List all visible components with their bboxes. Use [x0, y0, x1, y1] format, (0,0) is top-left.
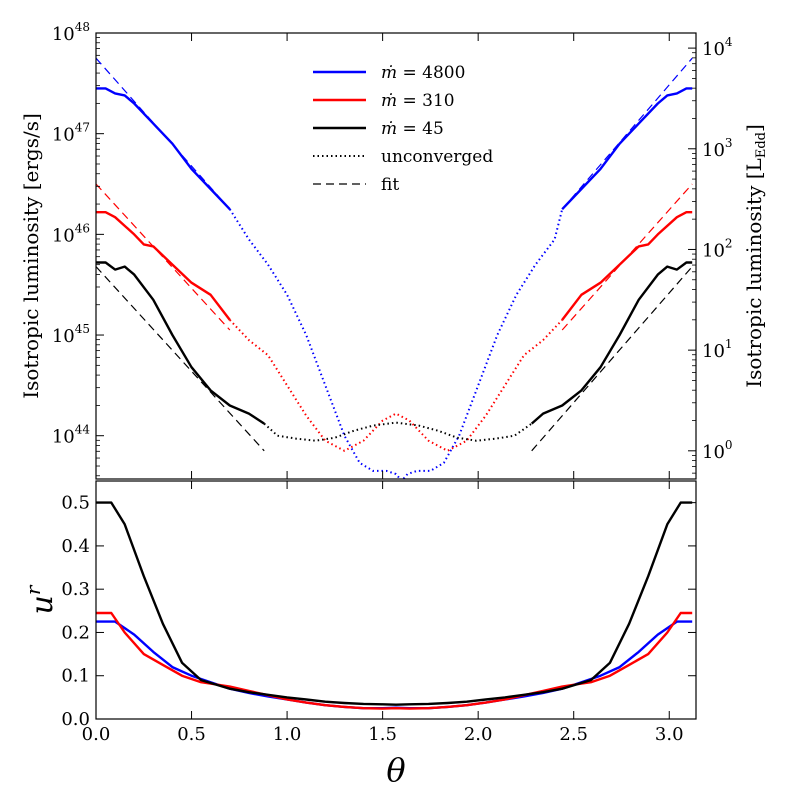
- bottom-y-tick-label-2: 0.2: [61, 622, 90, 643]
- top-right-tick-label-2-exp: 2: [725, 236, 733, 250]
- legend-label-var-0: ṁ: [381, 63, 397, 83]
- series-line-mdot_45-solid-2: [96, 501, 693, 706]
- bottom-x-tick-label-5: 2.5: [559, 724, 588, 745]
- top-left-tick-label-4-base: 10: [52, 24, 75, 45]
- top-left-tick-label-1: 1045: [52, 322, 90, 347]
- series-line-mdot_4800-dotted-2: [228, 208, 564, 479]
- top-right-tick-label-0-base: 10: [702, 442, 725, 463]
- bottom-y-tick-label-0: 0.0: [61, 709, 90, 730]
- top-right-ylabel: Isotropic luminosity [LEdd]: [742, 124, 769, 388]
- top-right-tick-label-0-exp: 0: [725, 438, 733, 452]
- series-line-mdot_45-solid-7: [530, 261, 693, 425]
- top-left-tick-label-2: 1046: [52, 221, 90, 246]
- top-right-tick-label-4-exp: 4: [725, 35, 733, 49]
- top-right-tick-label-4-base: 10: [702, 39, 725, 60]
- legend-label-var-2: ṁ: [381, 119, 397, 139]
- legend-label-text-0: = 4800: [397, 63, 465, 83]
- series-line-fit_310-dashed-11: [96, 183, 231, 331]
- top-left-tick-label-1-base: 10: [52, 326, 75, 347]
- top-right-tick-label-4: 104: [702, 35, 733, 60]
- legend-label-4: fit: [381, 175, 399, 195]
- legend-label-text-1: = 310: [397, 91, 455, 111]
- top-left-tick-label-3: 1047: [52, 121, 90, 146]
- bottom-y-tick-label-4: 0.4: [61, 536, 90, 557]
- bottom-panel-frame: [95, 480, 697, 720]
- top-left-tick-label-3-base: 10: [52, 125, 75, 146]
- series-line-mdot_310-solid-4: [561, 211, 693, 321]
- legend-label-3: unconverged: [381, 147, 493, 167]
- series-line-fit_310-dashed-12: [561, 183, 693, 331]
- top-right-ylabel-close: ]: [742, 124, 766, 132]
- bottom-y-tick-label-3: 0.3: [61, 579, 90, 600]
- legend-label-2: ṁ = 45: [381, 119, 444, 139]
- legend-label-text-4: fit: [381, 175, 399, 195]
- top-right-tick-label-3: 103: [702, 136, 733, 161]
- series-line-fit_4800-dashed-10: [561, 57, 693, 210]
- bottom-y-tick-label-1: 0.1: [61, 666, 90, 687]
- bottom-ylabel: ur: [21, 584, 60, 614]
- bottom-xlabel: θ: [386, 751, 405, 789]
- top-right-tick-label-3-exp: 3: [725, 136, 733, 150]
- bottom-x-tick-label-0: 0.0: [82, 724, 111, 745]
- bottom-x-tick-label-4: 2.0: [464, 724, 493, 745]
- legend-label-1: ṁ = 310: [381, 91, 455, 111]
- series-line-mdot_45-solid-6: [96, 261, 265, 425]
- top-right-ylabel-sub: Edd: [754, 132, 769, 158]
- top-right-ylabel-base: Isotropic luminosity [L: [742, 158, 766, 388]
- legend-label-text-3: unconverged: [381, 147, 493, 167]
- bottom-x-tick-label-3: 1.5: [368, 724, 397, 745]
- top-left-tick-label-2-base: 10: [52, 225, 75, 246]
- top-right-tick-label-2: 102: [702, 236, 733, 261]
- top-left-tick-label-1-exp: 45: [75, 322, 90, 336]
- top-right-tick-label-2-base: 10: [702, 240, 725, 261]
- legend-label-0: ṁ = 4800: [381, 63, 465, 83]
- top-left-tick-label-4: 1048: [52, 20, 90, 45]
- top-left-tick-label-0-exp: 44: [75, 423, 91, 437]
- top-left-tick-label-0-base: 10: [52, 427, 75, 448]
- bottom-x-tick-label-6: 3.0: [655, 724, 684, 745]
- legend-label-var-1: ṁ: [381, 91, 397, 111]
- top-left-ylabel: Isotropic luminosity [ergs/s]: [19, 113, 43, 399]
- series-line-mdot_310-solid-1: [96, 611, 693, 710]
- bottom-panel: 0.0 0.5 1.0 1.5 2.0 2.5 3.0 0.0 0.1 0.2 0.3 0.4 0.5: [61, 480, 697, 745]
- top-panel-frame: [95, 32, 697, 480]
- top-right-tick-label-0: 100: [702, 438, 733, 463]
- top-left-tick-label-0: 1044: [52, 423, 91, 448]
- series-line-mdot_4800-solid-1: [561, 87, 693, 211]
- top-right-tick-label-1-base: 10: [702, 341, 725, 362]
- series-line-mdot_45-dotted-8: [263, 421, 533, 442]
- top-right-tick-label-3-base: 10: [702, 140, 725, 161]
- series-line-mdot_4800-solid-0: [96, 87, 231, 211]
- top-left-tick-label-3-exp: 47: [75, 121, 90, 135]
- bottom-x-tick-label-1: 0.5: [177, 724, 206, 745]
- top-left-tick-label-2-exp: 46: [75, 221, 90, 235]
- bottom-ylabel-sup: r: [21, 584, 45, 595]
- series-line-fit_45-dashed-14: [531, 266, 693, 452]
- series-line-fit_4800-dashed-9: [96, 57, 231, 210]
- top-right-tick-label-1-exp: 1: [725, 337, 733, 351]
- series-line-mdot_310-solid-3: [96, 211, 231, 321]
- bottom-y-tick-label-5: 0.5: [61, 493, 90, 514]
- legend-label-text-2: = 45: [397, 119, 444, 139]
- bottom-ylabel-base: u: [25, 595, 60, 614]
- top-right-tick-label-1: 101: [702, 337, 733, 362]
- top-left-tick-label-4-exp: 48: [75, 20, 90, 34]
- series-line-fit_45-dashed-13: [96, 266, 265, 452]
- bottom-x-tick-label-2: 1.0: [273, 724, 302, 745]
